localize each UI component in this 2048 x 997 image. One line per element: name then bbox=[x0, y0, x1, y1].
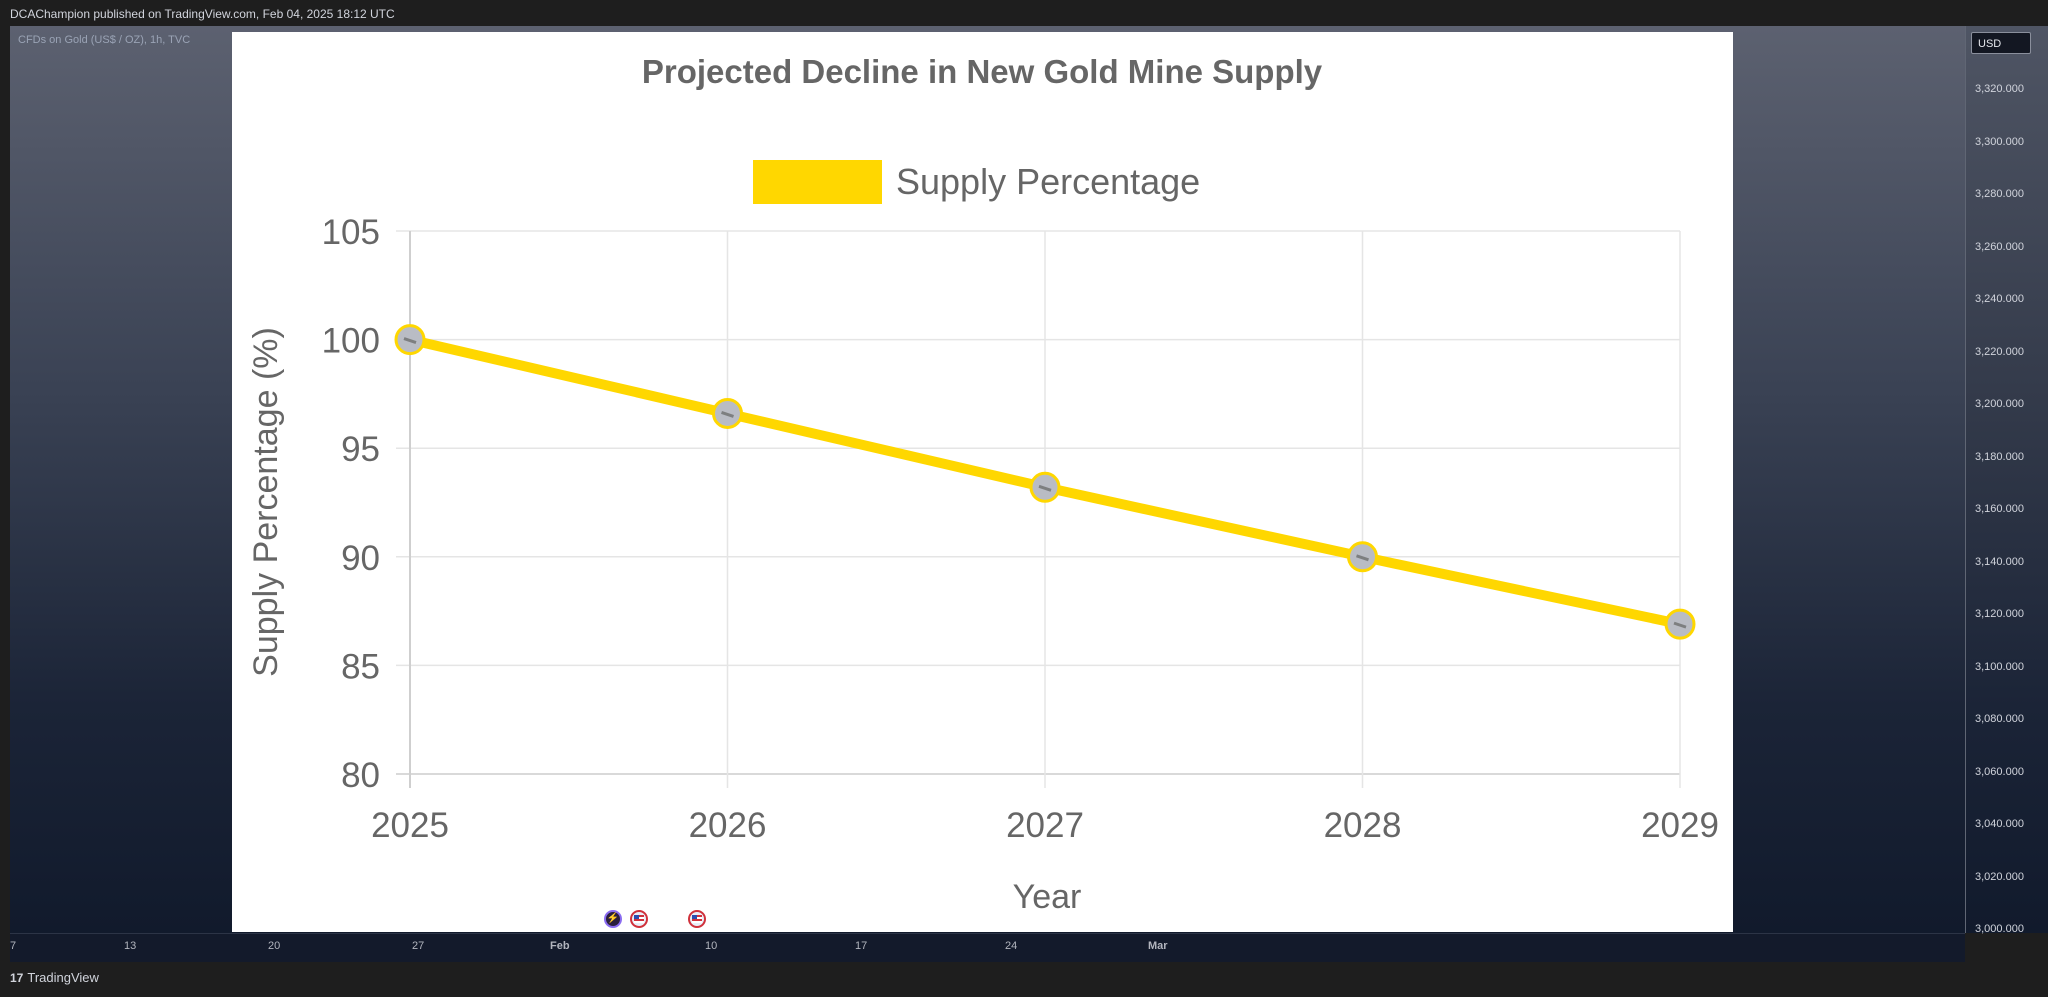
data-point-dash bbox=[403, 337, 417, 345]
time-tick: Feb bbox=[550, 940, 570, 952]
x-axis-label: Year bbox=[1013, 878, 1082, 916]
tradingview-logo[interactable]: 17 TradingView bbox=[10, 970, 99, 985]
data-point-dash bbox=[1038, 484, 1052, 492]
price-tick: 3,140.000 bbox=[1975, 555, 2024, 568]
publish-info: DCAChampion published on TradingView.com… bbox=[10, 7, 395, 21]
x-tick-label: 2029 bbox=[1641, 806, 1719, 845]
price-tick: 3,220.000 bbox=[1975, 345, 2024, 358]
x-tick-label: 2028 bbox=[1324, 806, 1402, 845]
legend-label: Supply Percentage bbox=[896, 161, 1200, 202]
price-tick: 3,240.000 bbox=[1975, 293, 2024, 305]
price-tick: 3,080.000 bbox=[1975, 713, 2024, 725]
price-tick: 3,320.000 bbox=[1975, 83, 2024, 95]
time-tick: 7 bbox=[10, 940, 17, 952]
x-tick-label: 2025 bbox=[371, 806, 449, 845]
tradingview-logo-icon: 17 bbox=[10, 971, 24, 985]
legend-swatch bbox=[753, 160, 882, 204]
embedded-chart-image: Projected Decline in New Gold Mine Suppl… bbox=[232, 32, 1733, 932]
data-point-dash bbox=[1356, 554, 1369, 562]
price-tick: 3,120.000 bbox=[1975, 608, 2024, 620]
price-tick: 3,200.000 bbox=[1975, 398, 2024, 410]
price-tick: 3,000.000 bbox=[1975, 923, 2024, 935]
x-tick-label: 2027 bbox=[1006, 806, 1084, 845]
us-flag-icon[interactable] bbox=[630, 910, 648, 928]
y-tick-label: 85 bbox=[341, 647, 380, 686]
symbol-label: CFDs on Gold (US$ / OZ), 1h, TVC bbox=[18, 34, 191, 46]
y-tick-label: 100 bbox=[322, 322, 380, 361]
price-tick: 3,100.000 bbox=[1975, 660, 2024, 673]
price-tick: 3,300.000 bbox=[1975, 135, 2024, 148]
price-tick: 3,160.000 bbox=[1975, 503, 2024, 515]
time-tick: 24 bbox=[1005, 940, 1018, 952]
time-tick: 13 bbox=[124, 940, 137, 952]
footer: 17 TradingView bbox=[0, 962, 2048, 997]
chart-title: Projected Decline in New Gold Mine Suppl… bbox=[642, 53, 1323, 90]
publish-header: DCAChampion published on TradingView.com… bbox=[0, 0, 2048, 26]
y-tick-label: 90 bbox=[341, 539, 380, 578]
y-tick-label: 105 bbox=[322, 213, 380, 252]
time-tick: Mar bbox=[1148, 940, 1168, 952]
data-point-dash bbox=[1673, 621, 1687, 629]
price-axis[interactable] bbox=[1965, 26, 2048, 933]
x-tick-label: 2026 bbox=[689, 806, 767, 845]
event-bolt-icon[interactable]: ⚡ bbox=[604, 910, 622, 928]
y-tick-label: 95 bbox=[341, 430, 380, 469]
plot-area: 80 85 90 95 100 105 2025 2026 2027 2028 2029 bbox=[322, 213, 1719, 845]
y-tick-label: 80 bbox=[341, 756, 380, 795]
currency-badge[interactable]: USD bbox=[1971, 32, 2031, 54]
price-tick: 3,260.000 bbox=[1975, 240, 2024, 253]
line-chart: Projected Decline in New Gold Mine Suppl… bbox=[247, 53, 1719, 916]
data-point-dash bbox=[721, 411, 734, 418]
time-tick: 17 bbox=[855, 940, 868, 952]
price-tick: 3,020.000 bbox=[1975, 870, 2024, 883]
us-flag-icon[interactable] bbox=[688, 910, 706, 928]
time-tick: 27 bbox=[412, 940, 425, 952]
brand-name: TradingView bbox=[27, 970, 99, 985]
y-axis-label: Supply Percentage (%) bbox=[247, 327, 285, 677]
price-tick: 3,280.000 bbox=[1975, 188, 2024, 200]
time-tick: 10 bbox=[705, 940, 718, 952]
price-tick: 3,040.000 bbox=[1975, 818, 2024, 830]
price-tick: 3,180.000 bbox=[1975, 450, 2024, 463]
price-tick: 3,060.000 bbox=[1975, 765, 2024, 778]
time-axis[interactable] bbox=[10, 933, 1965, 963]
time-tick: 20 bbox=[268, 940, 281, 952]
